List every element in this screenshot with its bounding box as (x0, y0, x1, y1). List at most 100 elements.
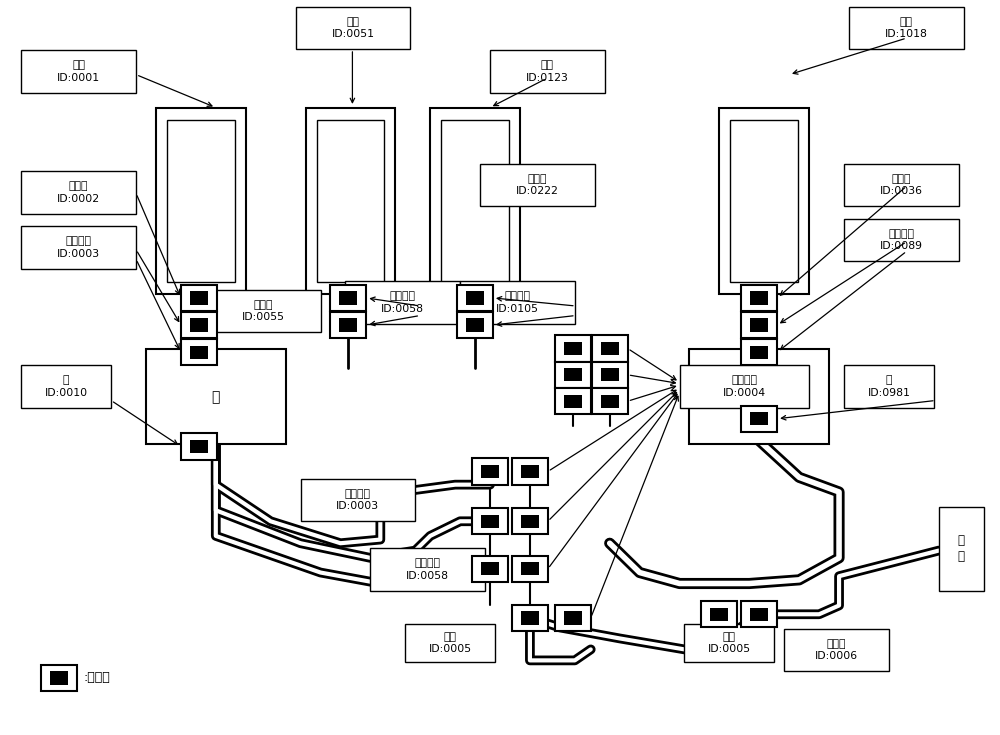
Bar (405, 624, 495, 662)
Bar (741, 339, 777, 365)
Bar (844, 164, 959, 207)
Bar (564, 395, 582, 408)
Bar (512, 508, 548, 534)
Text: 输液袋
ID:0002: 输液袋 ID:0002 (57, 182, 100, 204)
Text: 标签
ID:0123: 标签 ID:0123 (526, 60, 569, 83)
Bar (741, 601, 777, 628)
Text: 标签
ID:0051: 标签 ID:0051 (331, 17, 374, 39)
Bar (156, 107, 246, 294)
Bar (592, 335, 628, 362)
Bar (521, 612, 539, 625)
Bar (481, 514, 499, 528)
Bar (472, 508, 508, 534)
Text: 标签
ID:0001: 标签 ID:0001 (57, 60, 100, 83)
Text: 输液组件
ID:0058: 输液组件 ID:0058 (381, 291, 424, 314)
Bar (844, 365, 934, 408)
Text: 留置针
ID:0006: 留置针 ID:0006 (815, 639, 858, 662)
Bar (441, 120, 509, 282)
Text: 输液组件
ID:0058: 输液组件 ID:0058 (406, 559, 449, 581)
Text: 输液组件
ID:0105: 输液组件 ID:0105 (496, 291, 539, 314)
Bar (21, 51, 136, 93)
Bar (555, 605, 591, 631)
Bar (306, 107, 395, 294)
Bar (849, 7, 964, 49)
Text: 患
者: 患 者 (958, 534, 965, 563)
Text: 输液袋
ID:0222: 输液袋 ID:0222 (516, 174, 559, 196)
Bar (472, 459, 508, 484)
Bar (844, 219, 959, 262)
Bar (296, 7, 410, 49)
Text: 泵
ID:0010: 泵 ID:0010 (45, 376, 88, 398)
Bar (512, 459, 548, 484)
Bar (466, 291, 484, 304)
Text: 泵
ID:0981: 泵 ID:0981 (867, 376, 910, 398)
Bar (512, 556, 548, 582)
Bar (370, 548, 485, 591)
Bar (521, 562, 539, 576)
Bar (146, 349, 286, 445)
Bar (741, 312, 777, 338)
Bar (564, 342, 582, 355)
Bar (301, 478, 415, 521)
Bar (339, 318, 357, 331)
Bar (741, 284, 777, 311)
Bar (430, 107, 520, 294)
Bar (601, 342, 619, 355)
Bar (784, 629, 889, 671)
Bar (481, 465, 499, 478)
Text: 输液袋
ID:0055: 输液袋 ID:0055 (242, 300, 285, 323)
Bar (181, 284, 217, 311)
Bar (345, 281, 460, 323)
Text: 输液组件
ID:0089: 输液组件 ID:0089 (880, 229, 923, 251)
Bar (521, 514, 539, 528)
Bar (190, 291, 208, 304)
Bar (555, 388, 591, 415)
Bar (190, 345, 208, 359)
Text: 输液组件
ID:0003: 输液组件 ID:0003 (336, 489, 379, 512)
Bar (521, 465, 539, 478)
Bar (680, 365, 809, 408)
Bar (330, 284, 366, 311)
Bar (41, 664, 77, 691)
Bar (741, 406, 777, 432)
Bar (750, 608, 768, 621)
Bar (21, 226, 136, 269)
Bar (601, 395, 619, 408)
Bar (750, 318, 768, 331)
Text: 泵: 泵 (212, 390, 220, 404)
Bar (181, 434, 217, 460)
Bar (730, 120, 798, 282)
Bar (689, 349, 829, 445)
Bar (750, 412, 768, 426)
Bar (206, 290, 320, 332)
Bar (490, 51, 605, 93)
Bar (190, 318, 208, 331)
Text: 延长
ID:0005: 延长 ID:0005 (429, 631, 472, 654)
Bar (555, 362, 591, 388)
Bar (317, 120, 384, 282)
Bar (481, 562, 499, 576)
Bar (330, 312, 366, 338)
Bar (190, 440, 208, 453)
Bar (460, 281, 575, 323)
Bar (466, 318, 484, 331)
Bar (710, 608, 728, 621)
Bar (21, 171, 136, 214)
Bar (181, 339, 217, 365)
Bar (564, 612, 582, 625)
Bar (564, 368, 582, 381)
Bar (601, 368, 619, 381)
Bar (339, 291, 357, 304)
Bar (181, 312, 217, 338)
Bar (684, 624, 774, 662)
Bar (512, 605, 548, 631)
Bar (480, 164, 595, 207)
Text: 标签
ID:1018: 标签 ID:1018 (885, 17, 928, 39)
Bar (939, 506, 984, 591)
Bar (592, 362, 628, 388)
Bar (167, 120, 235, 282)
Bar (50, 671, 68, 684)
Bar (701, 601, 737, 628)
Bar (555, 335, 591, 362)
Bar (457, 284, 493, 311)
